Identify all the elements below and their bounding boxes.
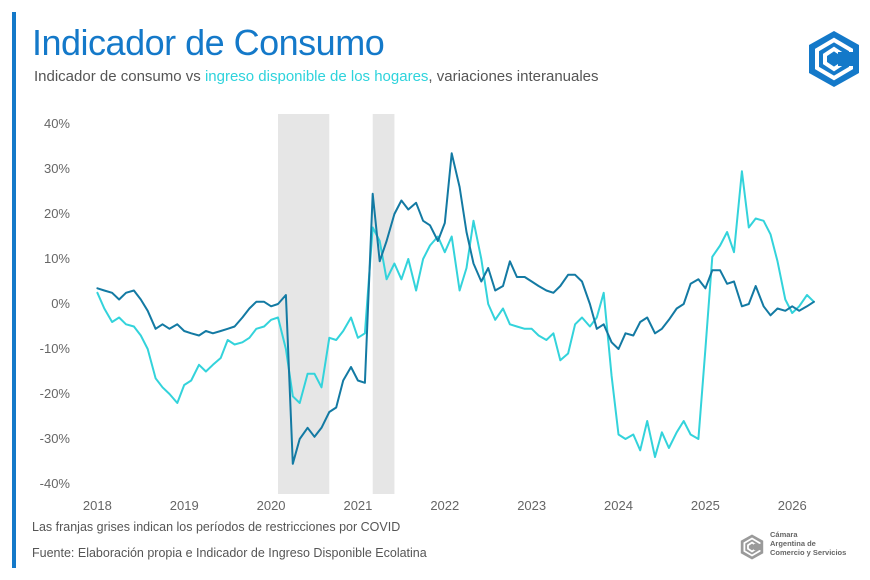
x-tick-label: 2023 [517, 498, 546, 513]
y-tick-label: 40% [44, 116, 70, 131]
covid-shade-band [372, 114, 395, 494]
camara-logo-icon [809, 31, 859, 87]
logo-text-line: Cámara [770, 530, 798, 539]
y-tick-label: 0% [51, 296, 70, 311]
subtitle-part2: , variaciones interanuales [428, 68, 599, 85]
y-tick-label: 30% [44, 161, 70, 176]
y-tick-label: -40% [40, 476, 71, 491]
subtitle-part1: Indicador de consumo vs [34, 68, 205, 85]
y-tick-label: 20% [44, 206, 70, 221]
logo-text-line: Argentina de [770, 539, 816, 548]
y-tick-label: -10% [40, 341, 71, 356]
y-tick-label: 10% [44, 251, 70, 266]
accent-bar [12, 12, 16, 568]
footer-note: Las franjas grises indican los períodos … [32, 520, 401, 534]
x-tick-label: 2025 [691, 498, 720, 513]
series-line [96, 170, 815, 458]
x-tick-label: 2019 [170, 498, 199, 513]
logo-text-line: Comercio y Servicios [770, 548, 847, 557]
x-tick-label: 2021 [343, 498, 372, 513]
y-tick-label: -30% [40, 431, 71, 446]
subtitle-highlight: ingreso disponible de los hogares [204, 68, 429, 85]
camara-footer-logo: Cámara Argentina de Comercio y Servicios [740, 530, 870, 570]
page-title: Indicador de Consumo [32, 22, 385, 63]
x-tick-label: 2024 [604, 498, 633, 513]
x-tick-label: 2022 [430, 498, 459, 513]
camara-logo-small-icon [740, 534, 764, 560]
x-tick-label: 2020 [257, 498, 286, 513]
x-tick-label: 2026 [778, 498, 807, 513]
logo-text: Cámara Argentina de Comercio y Servicios [770, 530, 846, 557]
footer-source: Fuente: Elaboración propia e Indicador d… [32, 546, 427, 560]
x-tick-label: 2018 [83, 498, 112, 513]
y-tick-label: -20% [40, 386, 71, 401]
page-subtitle: Indicador de consumo vs ingreso disponib… [34, 68, 599, 85]
series-line [96, 152, 815, 465]
